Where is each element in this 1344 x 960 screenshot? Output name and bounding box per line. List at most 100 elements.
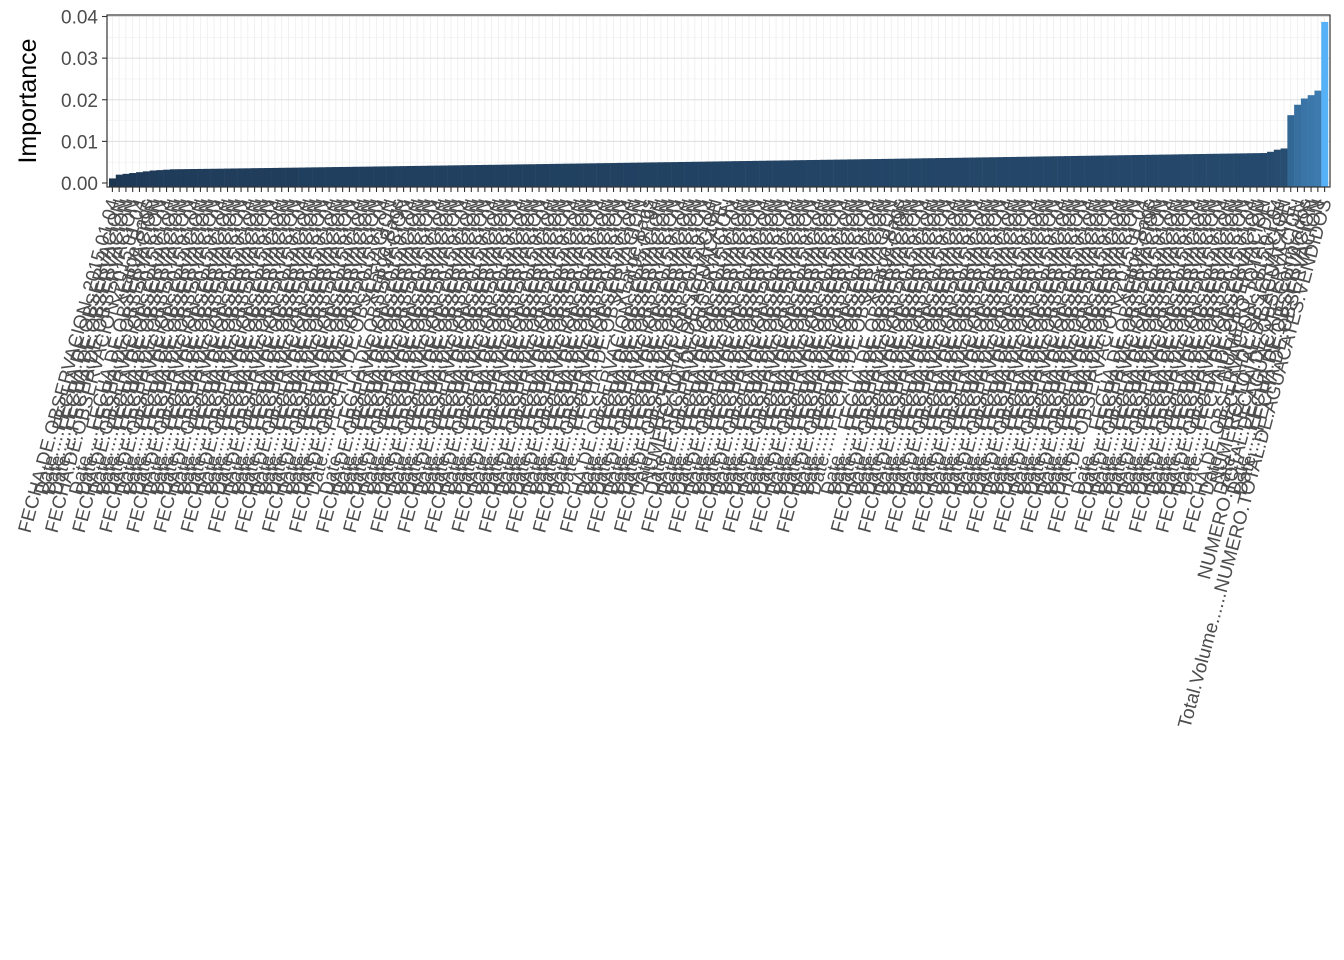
bar (752, 160, 760, 187)
bar (325, 167, 333, 187)
bar (515, 164, 523, 187)
bar (637, 162, 645, 187)
bar (1165, 154, 1173, 187)
bar (352, 166, 360, 187)
bar (346, 166, 354, 187)
bar (1050, 156, 1058, 187)
bar (610, 163, 618, 187)
bar (792, 160, 801, 187)
bar (257, 168, 266, 187)
bar (887, 158, 895, 187)
bar (630, 162, 638, 187)
bar (969, 157, 977, 187)
bar (576, 163, 584, 187)
bar (1016, 156, 1024, 187)
bar (955, 157, 963, 187)
bar (806, 160, 814, 187)
bar (650, 162, 658, 187)
bar (1077, 155, 1085, 187)
y-tick-label: 0.02 (61, 91, 98, 112)
bar (616, 162, 624, 187)
bar (623, 162, 631, 187)
bar (589, 163, 597, 187)
bar (278, 167, 286, 187)
bar (427, 165, 435, 187)
bar (1158, 154, 1166, 187)
bar (1287, 115, 1295, 187)
bar (1294, 104, 1302, 187)
bar (332, 167, 340, 187)
bar (1057, 156, 1065, 187)
bar (1260, 153, 1268, 187)
bar (691, 161, 699, 187)
bar (914, 158, 922, 187)
bar (271, 167, 279, 187)
bar (1212, 153, 1220, 187)
bar (197, 168, 205, 187)
bar (285, 167, 293, 187)
bar (136, 172, 144, 187)
bar (1246, 153, 1254, 187)
bar (1219, 153, 1227, 187)
bar (549, 163, 557, 187)
bar (644, 162, 652, 187)
bar (237, 168, 245, 187)
bar (298, 167, 306, 187)
bar (413, 165, 421, 187)
bars (109, 21, 1329, 187)
bar (1151, 154, 1159, 187)
bar (569, 163, 577, 187)
bar (264, 168, 272, 187)
bar (738, 161, 746, 187)
bar (461, 165, 469, 187)
bar (1307, 95, 1315, 187)
bar (779, 160, 787, 187)
bar (921, 158, 929, 187)
bar (440, 165, 448, 187)
bar (826, 159, 834, 187)
bar (1131, 155, 1139, 187)
bar (1273, 149, 1281, 187)
bar (1314, 90, 1322, 187)
y-tick-label: 0.00 (61, 174, 98, 195)
bar (339, 166, 347, 187)
bar (495, 164, 503, 187)
bar (1172, 154, 1180, 187)
bar (474, 165, 482, 187)
bar (1111, 155, 1119, 187)
bar (718, 161, 726, 187)
bar (434, 165, 442, 187)
bar (996, 157, 1004, 187)
bar (386, 166, 394, 187)
bar (928, 158, 936, 187)
bar (853, 159, 861, 187)
bar (555, 163, 563, 187)
bar (820, 159, 828, 187)
bar (1280, 148, 1288, 187)
bar (860, 159, 868, 187)
bar (109, 178, 117, 187)
bar (190, 169, 198, 187)
y-tick-label: 0.04 (61, 8, 98, 29)
bar (1097, 155, 1105, 187)
bar (1070, 155, 1078, 187)
bar (975, 157, 983, 187)
bar (1300, 98, 1308, 187)
bar (1084, 155, 1092, 187)
bar (786, 160, 794, 187)
bar (1118, 155, 1126, 187)
bar (129, 173, 137, 187)
bar (420, 165, 428, 187)
bar (230, 168, 238, 187)
bar (318, 167, 326, 187)
bar (176, 169, 184, 187)
bar (379, 166, 387, 187)
bar (406, 165, 414, 187)
bar (312, 167, 320, 187)
bar (1192, 154, 1200, 187)
bar (603, 163, 611, 187)
bar (840, 159, 848, 187)
bar (772, 160, 780, 187)
bar (677, 161, 685, 187)
bar (1267, 151, 1275, 187)
